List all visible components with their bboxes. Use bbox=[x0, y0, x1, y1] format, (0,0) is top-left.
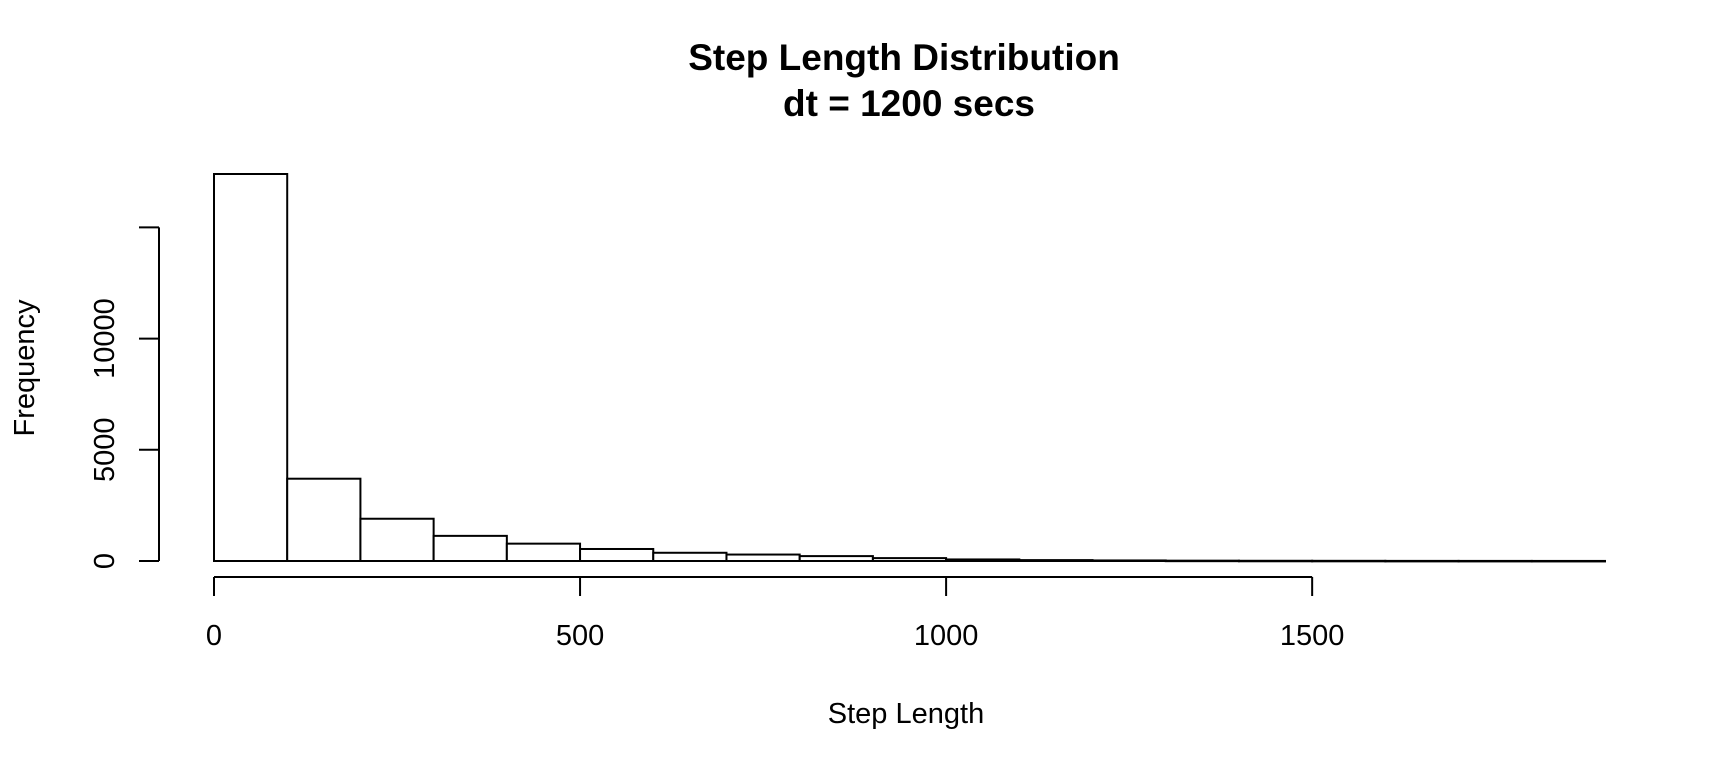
histogram-bar bbox=[652, 551, 728, 563]
histogram-bars bbox=[213, 173, 1606, 563]
histogram-bar bbox=[1311, 559, 1387, 563]
x-tick-label: 500 bbox=[556, 620, 604, 652]
histogram-bar bbox=[286, 477, 362, 563]
y-tick-label: 0 bbox=[89, 553, 121, 569]
histogram-bar bbox=[871, 557, 948, 563]
histogram-bar bbox=[432, 534, 508, 563]
y-tick-label: 10000 bbox=[89, 298, 121, 379]
chart-title: Step Length Distribution bbox=[688, 37, 1120, 78]
x-tick-label: 1500 bbox=[1280, 620, 1345, 652]
histogram-bar bbox=[1457, 559, 1533, 563]
y-axis-label: Frequency bbox=[9, 299, 41, 437]
histogram-bar bbox=[1018, 559, 1094, 563]
histogram-bar bbox=[213, 173, 289, 562]
y-tick-label: 5000 bbox=[89, 418, 121, 483]
x-axis-label: Step Length bbox=[828, 698, 984, 730]
histogram-bar bbox=[505, 542, 582, 563]
histogram-bar bbox=[1237, 559, 1314, 563]
histogram-bar bbox=[1091, 559, 1167, 563]
y-axis: 0 5000 10000 bbox=[89, 226, 160, 569]
histogram-bar bbox=[1530, 559, 1606, 563]
histogram-bar bbox=[359, 517, 435, 563]
x-tick-label: 1000 bbox=[914, 620, 979, 652]
histogram-bar bbox=[798, 555, 874, 562]
histogram-bar bbox=[945, 558, 1021, 563]
x-axis: 0 500 1000 1500 bbox=[206, 576, 1345, 652]
histogram-bar bbox=[725, 553, 801, 562]
histogram-bar bbox=[1384, 559, 1460, 563]
x-tick-label: 0 bbox=[206, 620, 222, 652]
histogram-bar bbox=[579, 547, 655, 563]
chart-subtitle: dt = 1200 secs bbox=[783, 83, 1035, 124]
histogram-bar bbox=[1164, 559, 1240, 563]
